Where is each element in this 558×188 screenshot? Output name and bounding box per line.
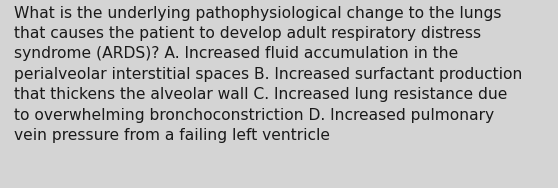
Text: What is the underlying pathophysiological change to the lungs
that causes the pa: What is the underlying pathophysiologica… — [14, 6, 522, 143]
